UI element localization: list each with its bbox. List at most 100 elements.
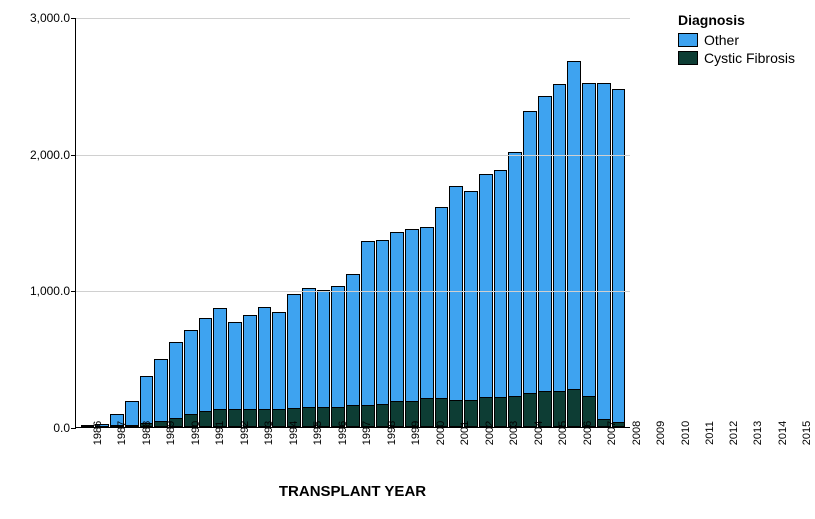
- bar-segment-other: [612, 89, 626, 421]
- x-tick-label: 2013: [752, 421, 764, 445]
- grid-line: [76, 155, 630, 156]
- x-tick-label: 2014: [777, 421, 789, 445]
- x-tick-label: 1999: [411, 421, 423, 445]
- bar: [435, 207, 449, 427]
- bar-segment-other: [213, 308, 227, 409]
- x-tick-label: 2011: [704, 421, 716, 445]
- legend-swatch-other: [678, 33, 698, 47]
- bar: [582, 83, 596, 427]
- bar-segment-other: [154, 359, 168, 421]
- x-tick-label: 1996: [337, 421, 349, 445]
- bar: [228, 322, 242, 427]
- bar-segment-other: [435, 207, 449, 398]
- bar-segment-other: [405, 229, 419, 401]
- bar: [479, 174, 493, 427]
- bar: [302, 288, 316, 427]
- legend-label-cf: Cystic Fibrosis: [704, 50, 795, 66]
- bar-segment-other: [538, 96, 552, 391]
- x-tick-label: 1993: [264, 421, 276, 445]
- bar-segment-other: [464, 191, 478, 400]
- bar: [376, 240, 390, 427]
- bar-segment-other: [228, 322, 242, 409]
- bar-segment-other: [508, 152, 522, 395]
- bar: [612, 89, 626, 427]
- x-tick-label: 2009: [655, 421, 667, 445]
- bar-segment-other: [553, 84, 567, 392]
- bar-segment-other: [479, 174, 493, 397]
- x-axis-title: TRANSPLANT YEAR: [75, 483, 630, 500]
- legend: Diagnosis Other Cystic Fibrosis: [678, 12, 795, 68]
- bar: [169, 342, 183, 427]
- x-tick-label: 1990: [190, 421, 202, 445]
- bar: [464, 191, 478, 427]
- bar-segment-other: [494, 170, 508, 397]
- x-tick-label: 2010: [680, 421, 692, 445]
- x-tick-label: 2005: [557, 421, 569, 445]
- bar: [331, 286, 345, 427]
- bar-segment-other: [361, 241, 375, 405]
- bar: [154, 359, 168, 427]
- bar: [287, 294, 301, 427]
- bar-segment-other: [184, 330, 198, 414]
- plot-area: 1986198719881989199019911992199319941995…: [75, 18, 630, 428]
- y-tick-label: 3,000.0: [30, 11, 76, 25]
- x-tick-labels: 1986198719881989199019911992199319941995…: [76, 427, 630, 439]
- bar-segment-other: [376, 240, 390, 404]
- x-tick-label: 1998: [386, 421, 398, 445]
- bar: [184, 330, 198, 427]
- bar-segment-other: [390, 232, 404, 401]
- grid-line: [76, 18, 630, 19]
- x-tick-label: 2001: [460, 421, 472, 445]
- x-tick-label: 2007: [606, 421, 618, 445]
- x-tick-label: 1989: [166, 421, 178, 445]
- x-tick-label: 2004: [533, 421, 545, 445]
- bar-segment-other: [140, 376, 154, 423]
- bar-segment-other: [317, 290, 331, 406]
- bar: [346, 274, 360, 427]
- bar-segment-other: [169, 342, 183, 419]
- y-tick-label: 0.0: [53, 421, 76, 435]
- grid-line: [76, 291, 630, 292]
- bar-segment-other: [302, 288, 316, 407]
- bar-segment-other: [346, 274, 360, 405]
- x-tick-label: 1988: [141, 421, 153, 445]
- x-tick-label: 1995: [313, 421, 325, 445]
- bar: [597, 83, 611, 427]
- y-tick-label: 2,000.0: [30, 148, 76, 162]
- bar-segment-other: [331, 286, 345, 406]
- y-tick-label: 1,000.0: [30, 284, 76, 298]
- bar: [140, 376, 154, 427]
- bar-segment-other: [567, 61, 581, 389]
- legend-label-other: Other: [704, 32, 739, 48]
- x-tick-label: 1992: [239, 421, 251, 445]
- chart-container: Diagnosis Other Cystic Fibrosis 19861987…: [0, 0, 815, 519]
- x-tick-label: 1997: [362, 421, 374, 445]
- bar-segment-other: [199, 318, 213, 411]
- bar: [258, 307, 272, 427]
- x-tick-label: 2008: [631, 421, 643, 445]
- bar-segment-other: [258, 307, 272, 408]
- bar: [213, 308, 227, 427]
- legend-item-cf: Cystic Fibrosis: [678, 50, 795, 66]
- bar: [272, 312, 286, 427]
- x-tick-label: 1994: [288, 421, 300, 445]
- bar: [538, 96, 552, 427]
- plot-inner: 1986198719881989199019911992199319941995…: [75, 18, 630, 428]
- bar-segment-other: [272, 312, 286, 409]
- bar: [523, 111, 537, 427]
- bar: [405, 229, 419, 427]
- x-tick-label: 1991: [215, 421, 227, 445]
- bar: [508, 152, 522, 427]
- bar-segment-other: [582, 83, 596, 396]
- bar: [567, 61, 581, 427]
- x-tick-label: 2002: [484, 421, 496, 445]
- bar: [317, 290, 331, 427]
- bar-segment-other: [597, 83, 611, 419]
- x-tick-label: 2000: [435, 421, 447, 445]
- x-tick-label: 2015: [801, 421, 813, 445]
- bar-segment-other: [287, 294, 301, 407]
- bar-segment-other: [420, 227, 434, 398]
- bar: [361, 241, 375, 427]
- bars-group: [76, 18, 630, 427]
- bar: [553, 84, 567, 427]
